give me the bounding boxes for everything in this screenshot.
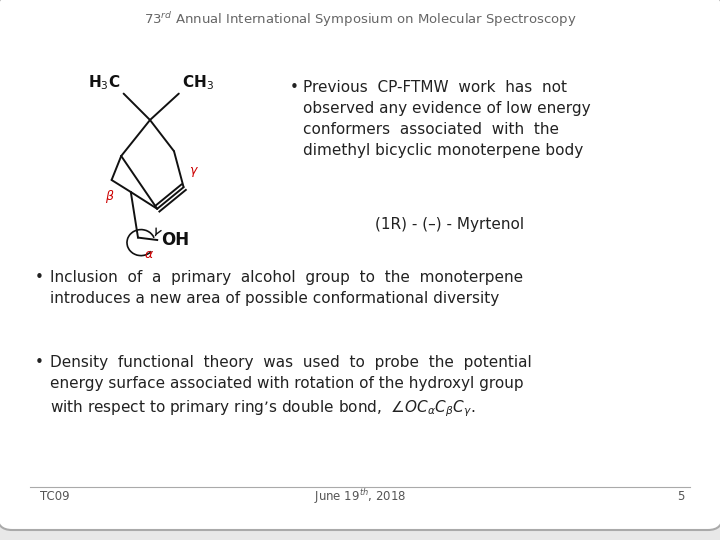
Text: $\alpha$: $\alpha$ xyxy=(144,248,154,261)
Text: H$_3$C: H$_3$C xyxy=(89,73,121,92)
Text: $\gamma$: $\gamma$ xyxy=(189,165,199,179)
Text: TC09: TC09 xyxy=(40,490,70,503)
Text: Previous  CP-FTMW  work  has  not
observed any evidence of low energy
conformers: Previous CP-FTMW work has not observed a… xyxy=(303,80,590,158)
Text: CH$_3$: CH$_3$ xyxy=(181,73,214,92)
Text: •: • xyxy=(35,355,44,370)
Text: Inclusion  of  a  primary  alcohol  group  to  the  monoterpene
introduces a new: Inclusion of a primary alcohol group to … xyxy=(50,270,523,306)
Text: 73$^{rd}$ Annual International Symposium on Molecular Spectroscopy: 73$^{rd}$ Annual International Symposium… xyxy=(144,10,576,29)
Text: •: • xyxy=(290,80,299,95)
Text: June 19$^{th}$, 2018: June 19$^{th}$, 2018 xyxy=(314,488,406,507)
Text: OH: OH xyxy=(161,231,189,249)
Text: (1R) - (–) - Myrtenol: (1R) - (–) - Myrtenol xyxy=(375,218,525,233)
Text: Density  functional  theory  was  used  to  probe  the  potential
energy surface: Density functional theory was used to pr… xyxy=(50,355,532,418)
Text: 5: 5 xyxy=(678,490,685,503)
Text: $\beta$: $\beta$ xyxy=(105,188,114,205)
Text: •: • xyxy=(35,270,44,285)
